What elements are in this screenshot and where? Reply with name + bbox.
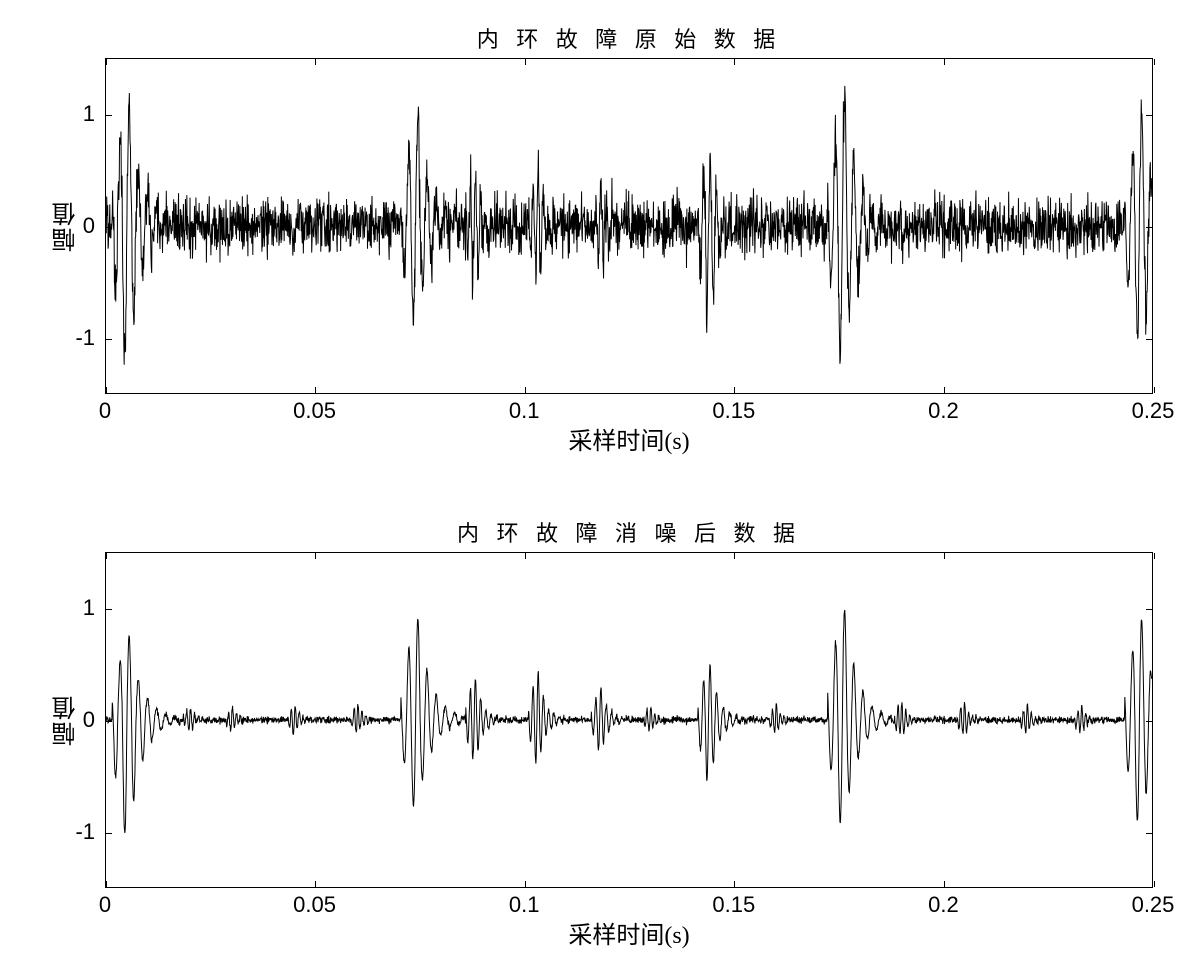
chart-title: 内 环 故 障 消 噪 后 数 据 [105, 516, 1153, 548]
chart-panel-denoised: 内 环 故 障 消 噪 后 数 据幅值采样时间(s)00.050.10.150.… [105, 552, 1153, 888]
x-tick-label: 0.05 [293, 398, 336, 424]
chart-panel-raw: 内 环 故 障 原 始 数 据幅值采样时间(s)00.050.10.150.20… [105, 58, 1153, 394]
x-tick-label: 0 [99, 892, 111, 918]
y-tick-label: 0 [83, 707, 95, 733]
x-tick-label: 0.1 [509, 892, 540, 918]
y-tick-label: 0 [83, 213, 95, 239]
y-axis-label: 幅值 [49, 694, 84, 746]
y-tick-label: 1 [83, 595, 95, 621]
y-tick-label: -1 [75, 819, 95, 845]
x-tick-label: 0.1 [509, 398, 540, 424]
y-tick-label: 1 [83, 101, 95, 127]
x-tick-label: 0.2 [928, 892, 959, 918]
plot-area [105, 552, 1153, 888]
x-tick-label: 0.2 [928, 398, 959, 424]
x-tick-label: 0.25 [1132, 892, 1175, 918]
x-tick-label: 0.25 [1132, 398, 1175, 424]
x-axis-label: 采样时间(s) [105, 915, 1153, 950]
x-tick-label: 0.15 [712, 398, 755, 424]
signal-trace [106, 553, 1152, 887]
plot-area [105, 58, 1153, 394]
figure-container: 内 环 故 障 原 始 数 据幅值采样时间(s)00.050.10.150.20… [0, 0, 1190, 968]
chart-title: 内 环 故 障 原 始 数 据 [105, 22, 1153, 54]
y-tick-label: -1 [75, 325, 95, 351]
x-tick-label: 0.15 [712, 892, 755, 918]
x-tick-label: 0 [99, 398, 111, 424]
x-tick-label: 0.05 [293, 892, 336, 918]
signal-trace [106, 59, 1152, 393]
y-axis-label: 幅值 [49, 200, 84, 252]
x-axis-label: 采样时间(s) [105, 421, 1153, 456]
